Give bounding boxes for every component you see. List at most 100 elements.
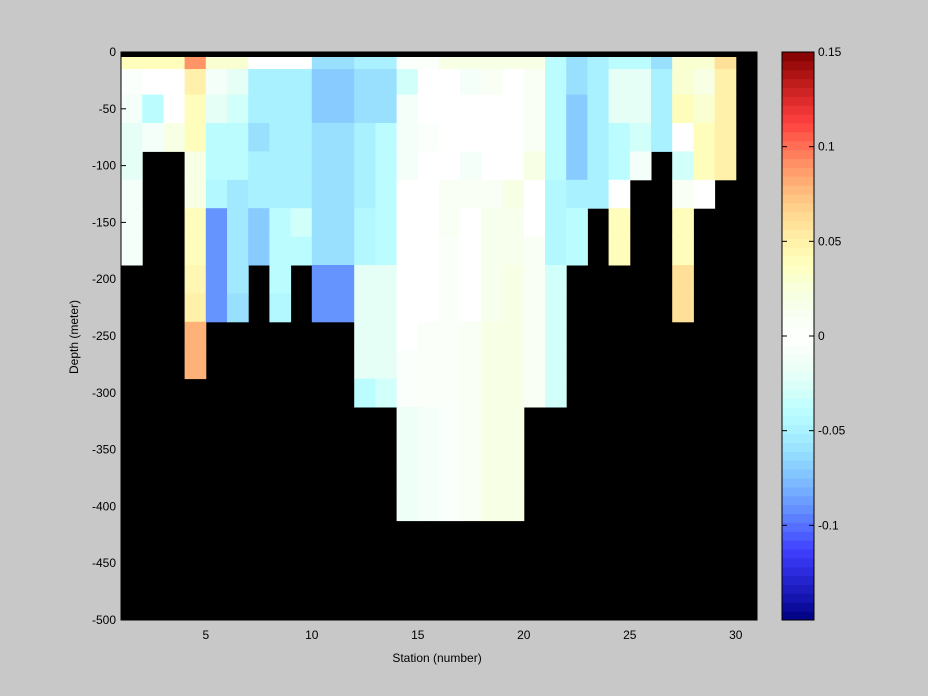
heatmap-cell (460, 94, 482, 124)
colorbar-swatch (782, 185, 814, 195)
heatmap-cell (651, 123, 673, 152)
heatmap-cell (311, 293, 334, 323)
heatmap-cell (545, 69, 567, 96)
heatmap-cell (354, 208, 376, 238)
heatmap-cell (545, 179, 567, 209)
heatmap-cell (714, 123, 737, 152)
heatmap-cell (417, 492, 440, 522)
heatmap-cell (311, 236, 334, 266)
heatmap-cell (481, 293, 504, 323)
heatmap-cell (566, 151, 588, 181)
heatmap-cell (290, 94, 313, 124)
heatmap-cell (651, 69, 673, 96)
heatmap-cell (290, 208, 313, 238)
heatmap-cell (417, 123, 440, 152)
heatmap-cell (121, 69, 143, 96)
heatmap-cell (290, 236, 313, 266)
heatmap-cell (163, 123, 186, 152)
heatmap-cell (693, 69, 716, 96)
heatmap-cell (396, 123, 419, 152)
colorbar-swatch (782, 504, 814, 514)
y-tick-label: -450 (92, 556, 116, 570)
heatmap-cell (269, 179, 292, 209)
colorbar-swatch (782, 96, 814, 106)
heatmap-cell (460, 69, 482, 96)
heatmap-cell (333, 236, 355, 266)
heatmap-cell (290, 123, 313, 152)
heatmap-cell (587, 69, 610, 96)
heatmap-cell (672, 293, 694, 323)
heatmap-cell (205, 94, 228, 124)
heatmap-cell (502, 435, 525, 465)
colorbar-swatch (782, 380, 814, 390)
heatmap-cell (121, 94, 143, 124)
heatmap-cell (481, 94, 504, 124)
colorbar-swatch (782, 486, 814, 497)
y-tick-label: -200 (92, 272, 116, 286)
heatmap-cell (502, 321, 525, 351)
heatmap-cell (502, 236, 525, 266)
colorbar-swatch (782, 513, 814, 523)
colorbar-swatch (782, 531, 814, 541)
x-axis: 5 10 15 20 25 30 (202, 52, 743, 642)
colorbar-swatch (782, 327, 814, 337)
heatmap-cell (396, 265, 419, 294)
heatmap-cell (587, 123, 610, 152)
heatmap-cell (354, 350, 376, 380)
colorbar-swatch (782, 282, 814, 293)
colorbar-swatch (782, 398, 814, 408)
heatmap-cell (417, 179, 440, 209)
heatmap-cell (248, 94, 270, 124)
colorbar-swatch (782, 549, 814, 559)
heatmap-cell (481, 350, 504, 380)
heatmap-cell (396, 378, 419, 408)
colorbar-swatch (782, 575, 814, 585)
colorbar-swatch (782, 238, 814, 248)
heatmap-cell (566, 69, 588, 96)
heatmap-cell (375, 265, 398, 294)
heatmap-cell (523, 265, 546, 294)
heatmap-cell (502, 265, 525, 294)
heatmap-cell (396, 151, 419, 181)
y-axis-label: Depth (meter) (67, 300, 81, 374)
heatmap-cell (142, 123, 164, 152)
heatmap-cell (396, 435, 419, 465)
heatmap-cell (184, 69, 207, 96)
colorbar-swatch (782, 353, 814, 364)
heatmap-cell (523, 69, 546, 96)
colorbar-tick-label: -0.1 (818, 518, 839, 532)
y-tick-label: -350 (92, 443, 116, 457)
heatmap-cell (523, 208, 546, 238)
heatmap-cell (523, 151, 546, 181)
y-tick-label: -150 (92, 215, 116, 229)
heatmap-cell (502, 69, 525, 96)
heatmap-cell (417, 378, 440, 408)
y-tick-label: -300 (92, 386, 116, 400)
heatmap-cell (714, 69, 737, 96)
heatmap-cell (248, 123, 270, 152)
heatmap-cell (545, 208, 567, 238)
heatmap-cell (629, 151, 652, 181)
heatmap-cell (227, 208, 249, 238)
heatmap-cell (545, 293, 567, 323)
x-tick-label: 5 (202, 628, 209, 642)
heatmap-cell (587, 179, 610, 209)
heatmap-cell (227, 293, 249, 323)
heatmap-cell (417, 350, 440, 380)
heatmap-cell (248, 179, 270, 209)
heatmap-cell (608, 123, 631, 152)
heatmap-cell (481, 463, 504, 493)
heatmap-cell (481, 265, 504, 294)
colorbar (782, 52, 814, 621)
heatmap-cell (417, 236, 440, 266)
heatmap-cell (354, 236, 376, 266)
heatmap-cell (375, 94, 398, 124)
heatmap-cell (269, 69, 292, 96)
heatmap-cell (460, 378, 482, 408)
colorbar-swatch (782, 557, 814, 568)
heatmap-cell (205, 151, 228, 181)
heatmap-cell (714, 151, 737, 181)
heatmap-cell (672, 208, 694, 238)
colorbar-swatch (782, 336, 814, 346)
heatmap-cell (693, 94, 716, 124)
